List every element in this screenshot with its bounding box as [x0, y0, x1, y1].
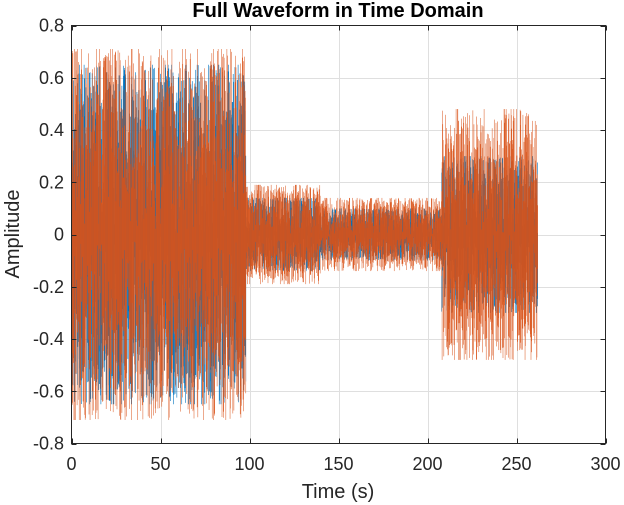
x-tick-labels: 0 50 100 150 200 250 300	[66, 454, 620, 474]
y-tick-label: 0.6	[39, 68, 64, 88]
y-axis-label: Amplitude	[2, 190, 24, 279]
x-axis-label: Time (s)	[302, 481, 375, 503]
y-tick-label: -0.4	[33, 329, 64, 349]
tick-marks	[71, 25, 607, 445]
y-tick-labels: -0.8 -0.6 -0.4 -0.2 0 0.2 0.4 0.6 0.8	[33, 16, 64, 454]
x-tick-label: 100	[234, 454, 264, 474]
y-tick-label: 0.8	[39, 16, 64, 36]
y-tick-label: 0.2	[39, 172, 64, 192]
y-tick-label: 0.4	[39, 120, 64, 140]
y-tick-label: -0.2	[33, 277, 64, 297]
x-tick-label: 250	[501, 454, 531, 474]
x-tick-label: 0	[66, 454, 76, 474]
x-tick-label: 50	[150, 454, 170, 474]
y-tick-label: -0.8	[33, 434, 64, 454]
x-tick-label: 200	[412, 454, 442, 474]
x-tick-label: 300	[590, 454, 620, 474]
x-tick-label: 150	[323, 454, 353, 474]
axes-box	[71, 25, 606, 444]
chart-title: Full Waveform in Time Domain	[192, 0, 483, 22]
y-tick-label: 0	[54, 225, 64, 245]
y-tick-label: -0.6	[33, 381, 64, 401]
